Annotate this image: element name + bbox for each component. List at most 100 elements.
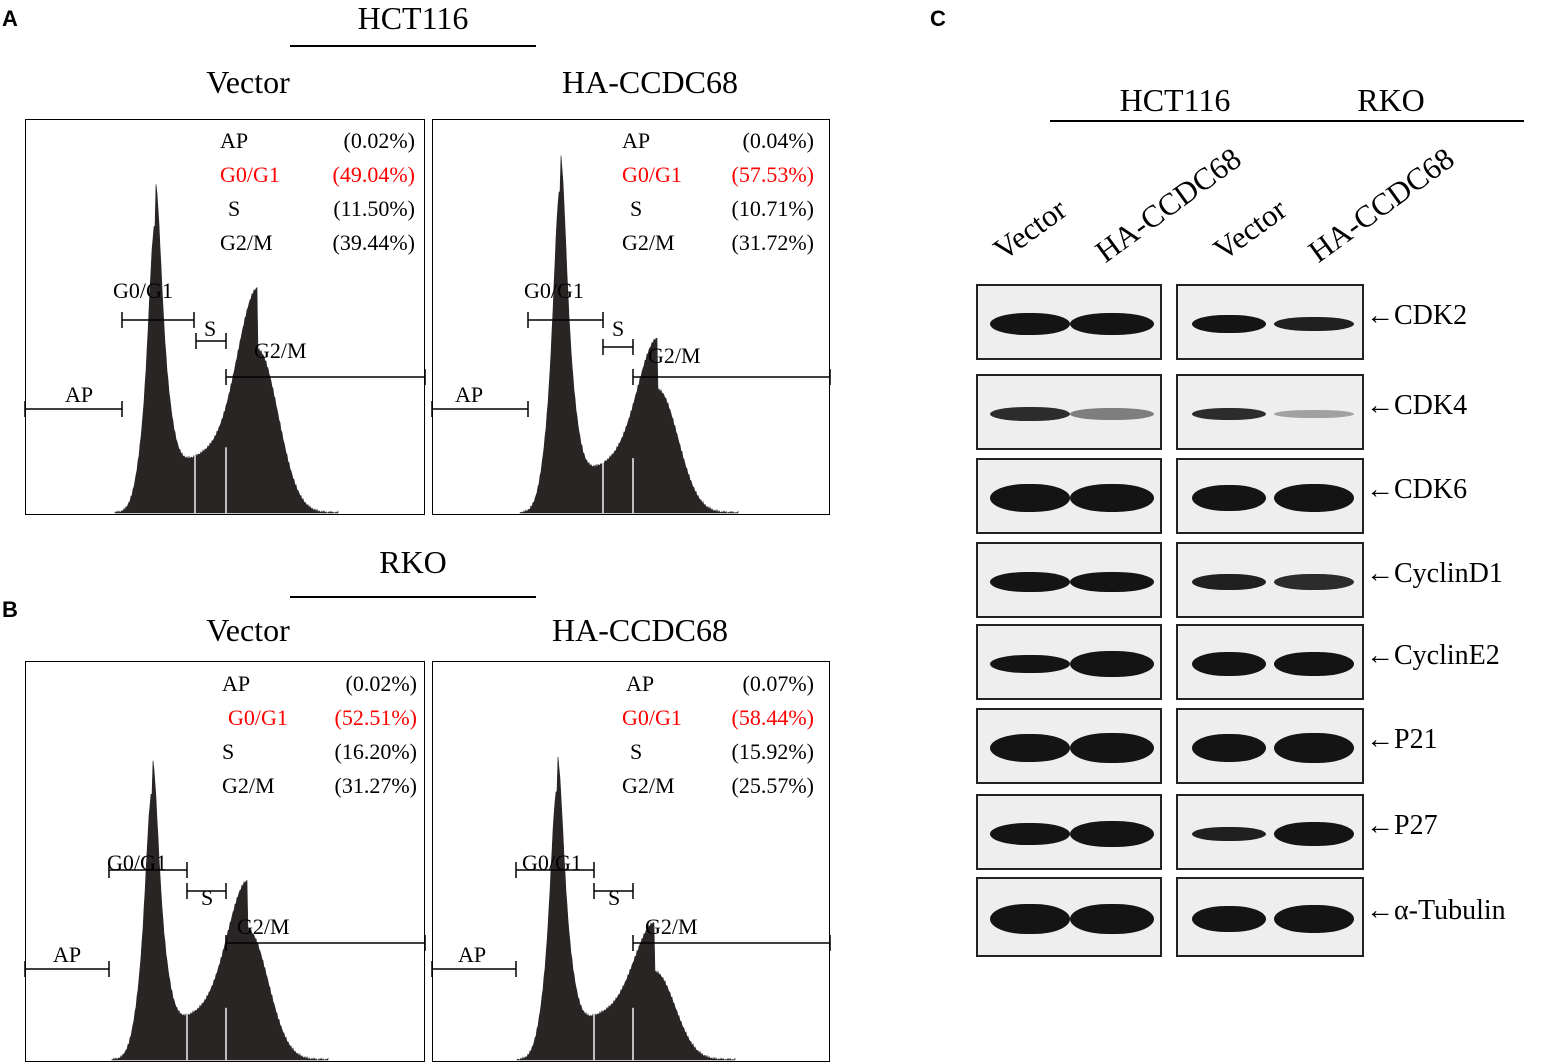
- histogram-distribution: [111, 760, 329, 1061]
- stat-g2m: G2/M (39.44%): [220, 226, 415, 260]
- rko-vector-title: Vector: [206, 612, 290, 648]
- stat-ap: AP (0.07%): [622, 667, 814, 701]
- panel-letter-a: A: [2, 6, 18, 31]
- stat-label: G2/M: [222, 773, 275, 798]
- blot-band: [1192, 574, 1266, 590]
- stat-g0g1: G0/G1 (52.51%): [222, 701, 417, 735]
- histogram-distribution: [519, 155, 739, 514]
- stat-value: (49.04%): [332, 162, 415, 187]
- stat-value: (25.57%): [731, 773, 814, 798]
- stat-label: S: [630, 739, 643, 764]
- stat-label: G0/G1: [220, 162, 280, 187]
- blot-band: [1070, 408, 1154, 420]
- ap-gate-label: AP: [458, 942, 486, 967]
- rko-title-underline: [290, 596, 536, 598]
- stat-value: (58.44%): [731, 705, 814, 730]
- stat-value: (52.51%): [334, 705, 417, 730]
- ap-gate-label: AP: [53, 942, 81, 967]
- blot-strip-hct116: [976, 708, 1162, 784]
- blot-band: [990, 734, 1070, 762]
- stat-value: (15.92%): [731, 739, 814, 764]
- blot-band: [1274, 822, 1354, 846]
- stat-ap: AP (0.04%): [622, 124, 814, 158]
- s-gate-label: S: [204, 316, 216, 341]
- blot-band: [1274, 317, 1354, 331]
- blot-strip-rko: [1176, 374, 1364, 450]
- protein-label-α-tubulin: ←α-Tubulin: [1366, 895, 1506, 926]
- stat-value: (57.53%): [731, 162, 814, 187]
- stat-label: AP: [222, 671, 251, 696]
- blot-strip-hct116: [976, 624, 1162, 700]
- stat-value: (0.04%): [742, 128, 814, 153]
- stat-value: (10.71%): [731, 196, 814, 221]
- blot-band: [990, 904, 1070, 934]
- g2m-gate-label: G2/M: [648, 343, 701, 368]
- stat-g2m: G2/M (31.27%): [222, 769, 417, 803]
- stat-value: (31.72%): [731, 230, 814, 255]
- blot-strip-rko: [1176, 458, 1364, 534]
- protein-label-cycline2: ←CyclinE2: [1366, 640, 1500, 671]
- blot-band: [1070, 821, 1154, 847]
- blot-strip-rko: [1176, 542, 1364, 618]
- blot-band: [990, 655, 1070, 673]
- stat-ap: AP (0.02%): [222, 667, 417, 701]
- g2m-gate-label: G2/M: [645, 914, 698, 939]
- blot-band: [1274, 905, 1354, 933]
- stat-label: G2/M: [220, 230, 273, 255]
- blot-band: [1274, 733, 1354, 763]
- blot-band: [990, 407, 1070, 421]
- blot-band: [1192, 734, 1266, 762]
- blot-strip-rko: [1176, 284, 1364, 360]
- stat-label: S: [222, 739, 235, 764]
- stat-value: (0.02%): [345, 671, 417, 696]
- hct116-vector-title: Vector: [206, 64, 290, 100]
- blot-band: [1070, 572, 1154, 592]
- blot-strip-rko: [1176, 877, 1364, 957]
- blot-band: [1192, 485, 1266, 511]
- protein-label-p21: ←P21: [1366, 724, 1438, 755]
- blot-strip-rko: [1176, 624, 1364, 700]
- blot-band: [1192, 315, 1266, 333]
- rko-ha-stats: AP (0.07%) G0/G1 (58.44%) S (15.92%) G2/M (2…: [622, 667, 814, 803]
- blot-band: [990, 484, 1070, 512]
- protein-label-cyclind1: ←CyclinD1: [1366, 558, 1503, 589]
- hct116-title-underline: [290, 45, 536, 47]
- stat-value: (0.02%): [343, 128, 415, 153]
- ap-gate-label: AP: [65, 382, 93, 407]
- stat-label: G0/G1: [622, 162, 682, 187]
- blot-band: [1070, 313, 1154, 335]
- stat-label: S: [228, 196, 241, 221]
- blot-band: [1274, 484, 1354, 512]
- histogram-distribution: [516, 756, 736, 1061]
- s-gate-label: S: [201, 885, 213, 910]
- blot-band: [1070, 651, 1154, 677]
- blot-strip-hct116: [976, 794, 1162, 870]
- panel-letter-b: B: [2, 597, 18, 622]
- protein-label-p27: ←P27: [1366, 810, 1438, 841]
- blot-strip-hct116: [976, 284, 1162, 360]
- blot-band: [990, 572, 1070, 592]
- stat-label: S: [630, 196, 643, 221]
- blot-band: [1192, 827, 1266, 841]
- blot-band: [1070, 904, 1154, 934]
- blot-strip-hct116: [976, 374, 1162, 450]
- g0g1-gate-label: G0/G1: [113, 278, 173, 303]
- hct116-vector-stats: AP (0.02%) G0/G1 (49.04%) S (11.50%) G2/M (3…: [220, 124, 415, 260]
- rko-vector-stats: AP (0.02%) G0/G1 (52.51%) S (16.20%) G2/M (3…: [222, 667, 417, 803]
- stat-label: AP: [622, 128, 651, 153]
- blot-strip-rko: [1176, 794, 1364, 870]
- blot-band: [1192, 652, 1266, 676]
- blot-strip-rko: [1176, 708, 1364, 784]
- blot-band: [1192, 906, 1266, 932]
- panel-letter-c: C: [930, 6, 946, 31]
- protein-label-cdk2: ←CDK2: [1366, 300, 1468, 331]
- stat-label: AP: [626, 671, 655, 696]
- stat-g2m: G2/M (25.57%): [622, 769, 814, 803]
- stat-value: (39.44%): [332, 230, 415, 255]
- stat-value: (31.27%): [334, 773, 417, 798]
- ap-gate-label: AP: [455, 382, 483, 407]
- stat-g0g1: G0/G1 (58.44%): [622, 701, 814, 735]
- rko-ha-title: HA-CCDC68: [551, 612, 728, 648]
- blot-band: [990, 313, 1070, 335]
